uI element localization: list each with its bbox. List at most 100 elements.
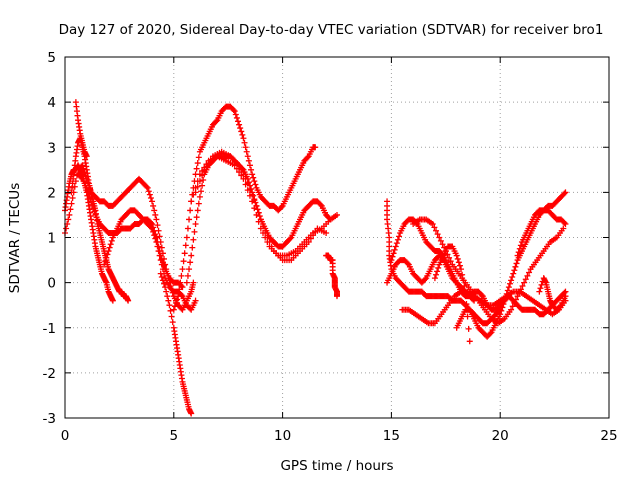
- data-point: [560, 225, 567, 232]
- data-point: [238, 172, 245, 179]
- data-point: [103, 254, 110, 261]
- data-point: [446, 254, 453, 261]
- data-point: [143, 183, 150, 190]
- data-point: [232, 111, 239, 118]
- data-point: [391, 246, 398, 253]
- series-arc-u: [536, 275, 569, 313]
- data-point: [389, 253, 396, 260]
- data-point: [434, 231, 441, 238]
- data-point: [183, 234, 190, 241]
- data-point: [181, 250, 188, 257]
- data-point: [429, 220, 436, 227]
- chart-title: Day 127 of 2020, Sidereal Day-to-day VTE…: [59, 22, 604, 38]
- data-point: [184, 225, 191, 232]
- data-point: [69, 195, 76, 202]
- data-point: [561, 219, 568, 226]
- series-arc-t: [72, 99, 90, 160]
- series-arc-g: [170, 103, 319, 313]
- data-point: [246, 192, 253, 199]
- data-point: [455, 259, 462, 266]
- data-point: [194, 207, 201, 214]
- data-point: [444, 251, 451, 258]
- data-point: [158, 273, 165, 280]
- data-point: [392, 243, 399, 250]
- data-point: [101, 261, 108, 268]
- data-point: [78, 174, 85, 181]
- data-point: [176, 286, 183, 293]
- series-arc-r: [514, 189, 569, 259]
- data-point: [157, 257, 164, 264]
- data-point: [83, 153, 90, 160]
- data-point: [80, 165, 87, 172]
- data-point: [195, 154, 202, 161]
- data-point: [146, 191, 153, 198]
- y-tick-label: 4: [47, 95, 56, 111]
- data-point: [175, 293, 182, 300]
- data-point: [516, 289, 523, 296]
- x-tick-label: 25: [600, 428, 617, 444]
- data-point: [422, 276, 429, 283]
- data-point: [466, 338, 473, 345]
- data-point: [186, 266, 193, 273]
- data-point: [244, 153, 251, 160]
- data-point: [245, 179, 252, 186]
- data-point: [334, 293, 340, 300]
- data-point: [462, 288, 469, 295]
- data-point: [182, 242, 189, 249]
- data-point: [190, 236, 197, 243]
- data-point: [192, 220, 199, 227]
- data-point: [84, 179, 91, 186]
- data-point: [458, 266, 465, 273]
- data-point: [171, 303, 178, 310]
- data-point: [85, 191, 92, 198]
- data-point: [253, 211, 260, 218]
- data-point: [156, 233, 163, 240]
- data-point: [499, 304, 506, 311]
- data-point: [63, 225, 70, 232]
- data-point: [179, 266, 186, 273]
- data-point: [234, 118, 241, 125]
- x-axis-label: GPS time / hours: [280, 458, 393, 474]
- data-point: [68, 200, 75, 207]
- data-point: [439, 241, 446, 248]
- data-point: [497, 311, 504, 318]
- data-point: [245, 157, 252, 164]
- data-point: [388, 257, 395, 264]
- data-point: [91, 208, 98, 215]
- data-point: [233, 165, 240, 172]
- data-point: [150, 228, 157, 235]
- data-point: [260, 229, 267, 236]
- data-point: [147, 224, 154, 231]
- data-point: [519, 283, 526, 290]
- series-arc-e: [101, 207, 199, 313]
- data-point: [178, 292, 185, 299]
- data-point: [561, 190, 568, 197]
- data-point: [89, 201, 96, 208]
- axes: 0 5 10 15 20 25 -3 -2 -1 0 1 2 3 4 5: [43, 50, 618, 444]
- data-point: [561, 289, 568, 296]
- data-point: [179, 284, 186, 291]
- x-tick-label: 15: [383, 428, 400, 444]
- data-point: [198, 188, 204, 195]
- y-tick-label: -1: [43, 321, 56, 337]
- data-point: [514, 293, 521, 300]
- data-point: [159, 277, 166, 284]
- data-point: [147, 195, 154, 202]
- data-point: [178, 272, 185, 279]
- data-point: [153, 239, 160, 246]
- data-point: [506, 280, 513, 287]
- data-point: [239, 165, 246, 172]
- data-point: [79, 162, 86, 169]
- data-point: [317, 201, 324, 208]
- data-points: [62, 99, 569, 417]
- data-point: [191, 228, 198, 235]
- data-point: [152, 235, 159, 242]
- data-point: [201, 164, 208, 171]
- data-point: [158, 255, 165, 262]
- data-point: [242, 181, 249, 188]
- data-point: [83, 184, 90, 191]
- data-point: [516, 245, 523, 252]
- data-point: [163, 288, 170, 295]
- data-point: [512, 263, 519, 270]
